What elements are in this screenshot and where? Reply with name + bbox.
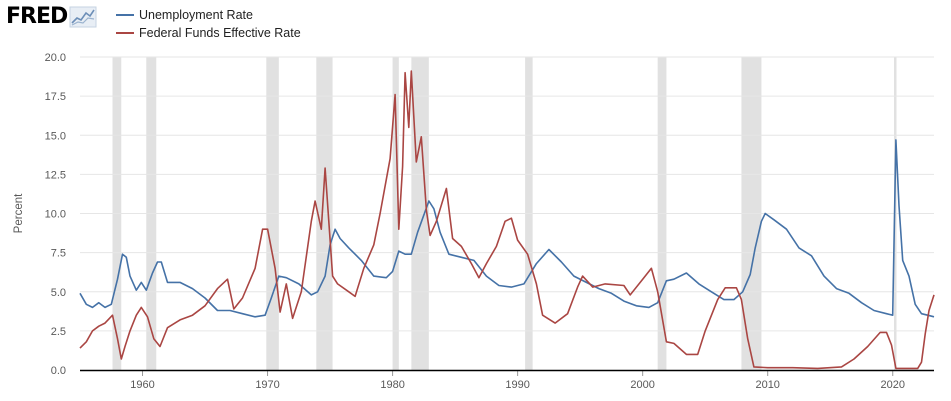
y-tick-label: 2.5 — [51, 326, 66, 338]
y-tick-label: 12.5 — [45, 169, 66, 181]
chart-header: FRED Unemployment Rate Federal Funds Eff… — [0, 0, 951, 48]
y-tick-label: 17.5 — [45, 91, 66, 103]
x-tick-label: 2020 — [880, 379, 904, 391]
x-tick-label: 1990 — [505, 379, 529, 391]
y-tick-label: 5.0 — [51, 287, 66, 299]
x-tick-label: 1970 — [255, 379, 279, 391]
legend-item-fedfunds[interactable]: Federal Funds Effective Rate — [116, 24, 301, 42]
series-lines — [79, 70, 935, 370]
legend-swatch-unemployment — [116, 14, 134, 16]
x-tick-label: 1980 — [380, 379, 404, 391]
series-line-federal-funds-rate — [79, 70, 935, 370]
series-line-unemployment-rate — [79, 139, 935, 318]
y-tick-label: 10.0 — [45, 209, 66, 221]
y-axis-title: Percent — [13, 193, 25, 233]
chart-legend: Unemployment Rate Federal Funds Effectiv… — [116, 6, 301, 42]
fred-logo-text: FRED — [6, 4, 68, 29]
x-tick-label: 2010 — [755, 379, 779, 391]
y-tick-label: 15.0 — [45, 130, 66, 142]
y-axis-ticks: 0.0 2.5 5.0 7.5 10.0 12.5 15.0 17.5 20.0 — [45, 52, 66, 377]
chart-line-icon — [69, 6, 97, 28]
legend-item-unemployment[interactable]: Unemployment Rate — [116, 6, 301, 24]
x-axis-ticks: 1960 1970 1980 1990 2000 2010 2020 — [130, 370, 905, 391]
legend-swatch-fedfunds — [116, 32, 134, 34]
legend-label-unemployment: Unemployment Rate — [139, 8, 253, 22]
gridlines — [80, 56, 934, 332]
x-tick-label: 2000 — [630, 379, 654, 391]
x-tick-label: 1960 — [130, 379, 154, 391]
y-tick-label: 0.0 — [51, 365, 66, 377]
y-tick-label: 7.5 — [51, 248, 66, 260]
y-tick-label: 20.0 — [45, 52, 66, 64]
fred-logo[interactable]: FRED — [6, 4, 97, 34]
legend-label-fedfunds: Federal Funds Effective Rate — [139, 26, 301, 40]
